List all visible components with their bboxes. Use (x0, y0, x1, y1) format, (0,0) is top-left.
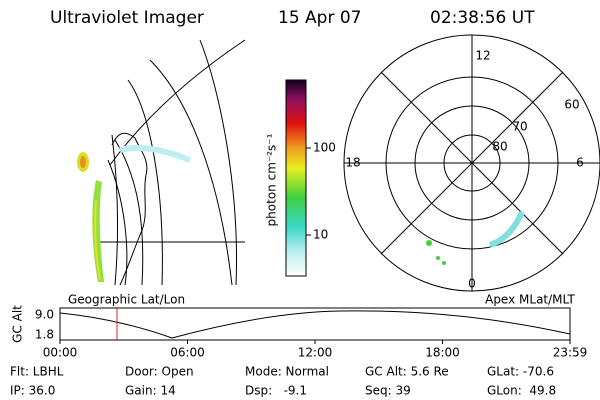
timeline-ylabel: GC Alt (11, 305, 25, 343)
status-field: Gain: 14 (125, 384, 176, 398)
lat-label: 80 (492, 140, 507, 154)
geographic-map (77, 39, 246, 286)
status-field: Seq: 39 (365, 384, 411, 398)
altitude-curve (59, 310, 571, 339)
status-field: IP: 36.0 (10, 384, 55, 398)
lat-label: 60 (564, 98, 579, 112)
status-field: GC Alt: 5.6 Re (365, 365, 449, 379)
timeline-ytick: 9.0 (35, 308, 54, 322)
status-field: Dsp: -9.1 (245, 384, 307, 398)
polar-plot (343, 34, 600, 292)
timeline-xtick-label: 12:00 (298, 346, 333, 360)
mlt-label: 6 (576, 156, 584, 170)
right-panel-label: Apex MLat/MLT (485, 293, 575, 307)
left-panel-label: Geographic Lat/Lon (68, 293, 185, 307)
time: 02:38:56 UT (430, 8, 535, 28)
colorbar-label: photon cm⁻²s⁻¹ (265, 133, 279, 226)
status-field: Mode: Normal (245, 365, 329, 379)
date: 15 Apr 07 (278, 8, 361, 28)
title: Ultraviolet Imager (50, 8, 204, 28)
status-field: Door: Open (125, 365, 194, 379)
status-field: GLon: 49.8 (487, 384, 556, 398)
timeline-frame (59, 307, 571, 341)
timeline-xtick-label: 18:00 (425, 346, 460, 360)
mlt-label: 0 (468, 277, 476, 291)
mlt-label: 12 (475, 49, 490, 63)
colorbar (285, 79, 307, 277)
lat-label: 70 (512, 120, 527, 134)
status-field: Flt: LBHL (10, 365, 64, 379)
timeline-xtick-label: 06:00 (170, 346, 205, 360)
timeline-xtick-label: 23:59 (553, 346, 588, 360)
colorbar-tick-label: 10 (313, 228, 328, 242)
mlt-label: 18 (345, 156, 360, 170)
colorbar-tick-label: 100 (313, 141, 336, 155)
status-field: GLat: -70.6 (487, 365, 554, 379)
timeline-xtick-label: 00:00 (43, 346, 78, 360)
timeline-ytick: 1.8 (35, 328, 54, 342)
